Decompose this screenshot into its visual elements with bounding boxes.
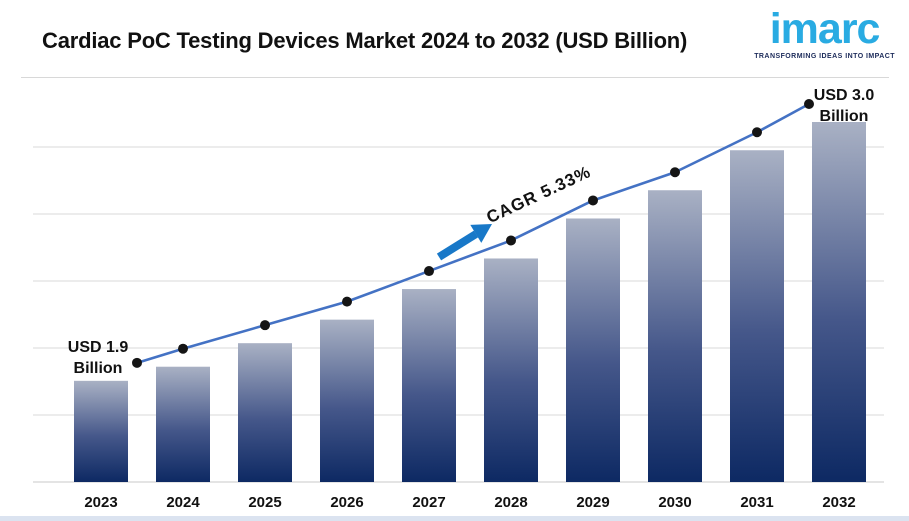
growth-arrow-shaft (436, 230, 479, 261)
imarc-logo-tagline: TRANSFORMING IDEAS INTO IMPACT (754, 53, 895, 60)
year-label-2032: 2032 (822, 494, 855, 511)
annotation-start-line2: Billion (73, 360, 123, 377)
data-point-2023 (132, 357, 142, 368)
bar-2030 (648, 190, 702, 482)
annotation-start-line1: USD 1.9 (67, 339, 129, 356)
year-label-2029: 2029 (576, 494, 609, 511)
chart-title: Cardiac PoC Testing Devices Market 2024 … (42, 28, 688, 53)
bar-2027 (402, 289, 456, 482)
data-point-2030 (670, 167, 680, 178)
bar-2028 (484, 258, 538, 482)
imarc-logo-text: imarc (769, 5, 881, 53)
bar-2031 (730, 150, 784, 482)
title-divider (21, 77, 889, 78)
bar-2026 (320, 319, 374, 482)
imarc-logo: imarc TRANSFORMING IDEAS INTO IMPACT (754, 5, 895, 61)
data-point-2029 (588, 195, 598, 206)
bar-2032 (812, 122, 866, 482)
data-point-2027 (424, 266, 434, 277)
data-point-2024 (178, 343, 188, 354)
growth-arrow-head (470, 224, 492, 243)
year-label-2026: 2026 (330, 494, 363, 511)
bar-2029 (566, 218, 620, 482)
data-point-2026 (342, 296, 352, 307)
year-label-2031: 2031 (740, 494, 773, 511)
year-label-2023: 2023 (84, 494, 117, 511)
year-label-2027: 2027 (412, 494, 445, 511)
trend-line (135, 102, 811, 365)
year-label-2028: 2028 (494, 494, 527, 511)
annotation-end-line1: USD 3.0 (813, 87, 875, 104)
bar-2025 (238, 343, 292, 482)
data-point-2031 (752, 127, 762, 138)
bar-2024 (156, 366, 210, 482)
data-point-2028 (506, 235, 516, 246)
year-label-2024: 2024 (166, 494, 200, 511)
annotation-end-line2: Billion (819, 108, 869, 125)
annotation-end-value: USD 3.0 Billion (794, 85, 894, 127)
bottom-strip (0, 516, 909, 521)
annotation-start-value: USD 1.9 Billion (48, 337, 148, 379)
data-point-2025 (260, 320, 270, 331)
bar-2023 (74, 380, 128, 482)
data-point-2032 (804, 99, 814, 109)
year-label-2025: 2025 (248, 494, 281, 511)
year-label-2030: 2030 (658, 494, 691, 511)
